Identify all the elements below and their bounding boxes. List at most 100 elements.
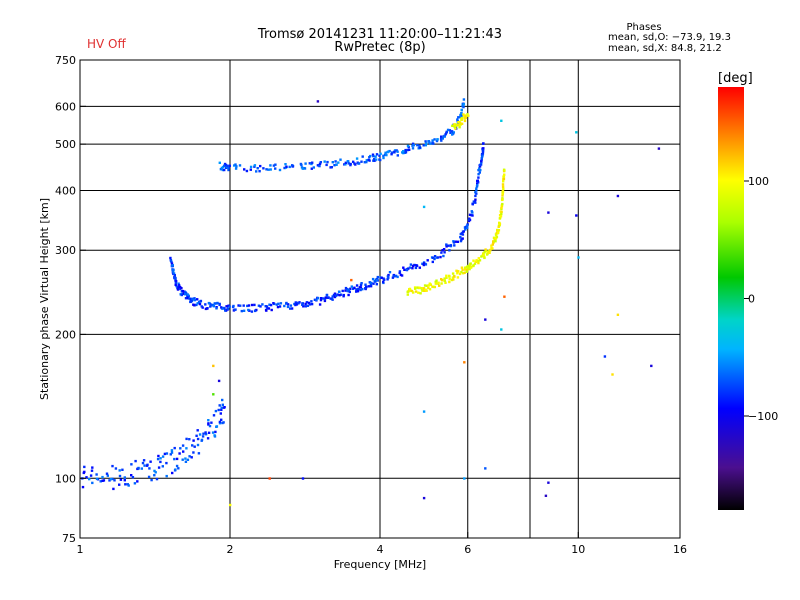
echo-point xyxy=(182,292,185,295)
echo-point xyxy=(212,305,216,308)
echo-point xyxy=(81,485,85,489)
echo-point xyxy=(408,287,412,291)
echo-point xyxy=(483,251,486,254)
echo-point xyxy=(352,160,355,163)
echo-point xyxy=(460,238,463,241)
echo-point xyxy=(323,160,326,163)
echo-point xyxy=(338,290,341,294)
echo-point xyxy=(547,481,550,484)
y-tick-label: 500 xyxy=(55,138,76,151)
echo-point xyxy=(333,292,337,295)
echo-point xyxy=(112,487,115,491)
echo-point xyxy=(459,123,462,126)
echo-point xyxy=(544,494,548,497)
echo-point xyxy=(499,215,503,218)
echo-point xyxy=(270,308,273,312)
echo-point xyxy=(217,408,220,412)
echo-point xyxy=(95,477,99,480)
echo-point xyxy=(445,245,448,248)
echo-point xyxy=(432,256,435,259)
echo-point xyxy=(330,166,333,169)
echo-point xyxy=(88,477,91,481)
echo-point xyxy=(498,217,502,220)
echo-point xyxy=(218,161,221,164)
echo-point xyxy=(474,194,477,198)
echo-point xyxy=(234,167,238,170)
echo-point xyxy=(369,283,373,286)
echo-point xyxy=(253,309,257,313)
echo-point xyxy=(431,285,434,288)
echo-point xyxy=(363,161,366,164)
echo-point xyxy=(289,304,293,307)
echo-point xyxy=(323,297,327,301)
echo-point xyxy=(481,150,485,153)
echo-point xyxy=(421,262,424,265)
echo-point xyxy=(433,257,436,261)
echo-point xyxy=(295,303,299,306)
echo-point xyxy=(382,280,385,283)
echo-point xyxy=(154,471,157,474)
echo-point xyxy=(388,271,392,274)
echo-point xyxy=(196,429,199,432)
echo-point xyxy=(451,272,455,275)
echo-point xyxy=(161,465,164,468)
echo-point xyxy=(455,124,458,127)
echo-point xyxy=(445,131,448,135)
echo-point xyxy=(201,435,205,438)
echo-point xyxy=(422,496,426,500)
echo-point xyxy=(478,171,481,174)
echo-point xyxy=(243,168,246,171)
echo-point xyxy=(169,259,173,262)
echo-point xyxy=(412,144,416,147)
echo-point xyxy=(210,421,213,424)
echo-point xyxy=(359,283,363,286)
echo-point xyxy=(455,269,458,272)
echo-point xyxy=(91,466,94,469)
echo-point xyxy=(466,113,469,116)
echo-point xyxy=(451,276,455,279)
y-tick-label: 600 xyxy=(55,100,76,113)
echo-point xyxy=(435,282,438,285)
echo-point xyxy=(235,165,238,168)
echo-point xyxy=(193,298,196,302)
echo-point xyxy=(396,150,399,153)
echo-point xyxy=(266,307,269,310)
echo-point xyxy=(279,302,283,305)
echo-point xyxy=(463,119,467,123)
echo-point xyxy=(304,302,307,306)
echo-point xyxy=(502,175,506,178)
echo-point xyxy=(481,152,485,155)
echo-point xyxy=(333,295,337,299)
echo-point xyxy=(233,308,236,311)
echo-point xyxy=(441,137,444,140)
echo-point xyxy=(402,151,405,155)
echo-point xyxy=(259,164,262,168)
echo-point xyxy=(341,289,344,293)
echo-point xyxy=(174,276,177,280)
echo-point xyxy=(198,302,202,306)
echo-point xyxy=(428,288,432,291)
echo-point xyxy=(156,457,160,461)
echo-point xyxy=(353,286,356,289)
echo-point xyxy=(447,244,450,247)
echo-point xyxy=(440,251,443,254)
echo-point xyxy=(286,305,290,309)
echo-point xyxy=(388,149,391,153)
echo-point xyxy=(407,267,410,270)
echo-point xyxy=(301,302,304,305)
echo-point xyxy=(452,131,455,134)
echo-point xyxy=(310,162,313,166)
echo-point xyxy=(335,294,338,297)
echo-point xyxy=(472,259,475,262)
echo-point xyxy=(375,158,378,161)
echo-point xyxy=(453,244,456,247)
echo-point xyxy=(180,293,183,297)
echo-point xyxy=(454,240,458,243)
echo-point xyxy=(318,164,321,168)
echo-point xyxy=(414,266,418,270)
echo-point xyxy=(359,288,362,292)
echo-point xyxy=(278,168,282,172)
echo-point xyxy=(310,300,313,303)
echo-point xyxy=(489,248,492,252)
echo-point xyxy=(247,308,250,312)
